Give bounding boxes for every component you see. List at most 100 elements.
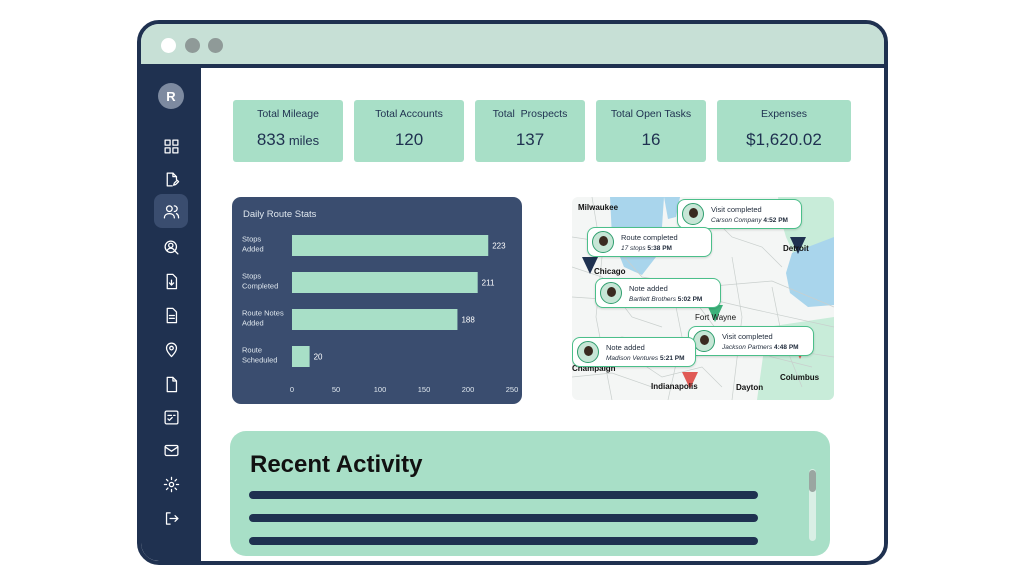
lake-erie — [786, 237, 834, 307]
sidebar: R — [141, 68, 201, 561]
x-tick-label: 200 — [462, 385, 475, 394]
app-window: R — [137, 20, 888, 565]
event-company: Jackson Partners — [722, 344, 773, 351]
sidebar-item-dashboard[interactable] — [158, 133, 184, 159]
avatar[interactable]: R — [158, 83, 184, 109]
city-label: Fort Wayne — [695, 313, 737, 322]
stat-card-open-tasks[interactable]: Total Open Tasks 16 — [596, 100, 706, 162]
stat-value: 16 — [641, 130, 661, 149]
sidebar-item-users[interactable] — [154, 194, 188, 228]
window-maximize-dot[interactable] — [208, 38, 223, 53]
main-content: Total Mileage 833 miles Total Accounts 1… — [201, 68, 884, 561]
stat-label: Expenses — [760, 108, 808, 120]
category-label: Completed — [242, 282, 278, 291]
sidebar-item-checklist[interactable] — [158, 404, 184, 430]
scrollbar-track[interactable] — [809, 469, 816, 541]
event-bubble[interactable]: Visit completed Carson Company 4:52 PM — [677, 199, 802, 229]
mail-icon — [163, 444, 179, 456]
scrollbar-thumb[interactable] — [809, 470, 816, 492]
stat-value: 137 — [515, 130, 545, 149]
city-label: Indianapolis — [651, 382, 698, 391]
dashboard-icon — [163, 138, 179, 154]
city-label: Champaign — [572, 364, 616, 373]
pin-detroit — [790, 237, 806, 254]
location-pin-icon — [165, 342, 177, 357]
sidebar-item-location[interactable] — [158, 336, 184, 362]
sidebar-item-download-file[interactable] — [158, 268, 184, 294]
event-company: Carson Company — [711, 217, 762, 224]
activity-row-placeholder[interactable] — [249, 491, 758, 499]
category-label: Route — [242, 346, 262, 355]
sidebar-item-search-user[interactable] — [158, 234, 184, 260]
recent-activity-panel: Recent Activity — [230, 431, 830, 556]
event-bubble[interactable]: Route completed 17 stops 5:38 PM — [587, 227, 712, 257]
data-label: 223 — [492, 242, 506, 251]
sidebar-item-settings[interactable] — [158, 471, 184, 497]
event-bubble[interactable]: Note added Madison Ventures 5:21 PM — [572, 337, 696, 367]
sidebar-item-mail[interactable] — [158, 437, 184, 463]
pin-chicago — [582, 257, 598, 274]
sidebar-item-document[interactable] — [158, 302, 184, 328]
event-company: 17 stops — [621, 245, 646, 252]
bar[interactable] — [292, 235, 489, 256]
event-detail: Carson Company 4:52 PM — [711, 217, 801, 224]
stat-value: 833 miles — [233, 130, 343, 150]
bar[interactable] — [292, 346, 310, 367]
pin-fort-wayne — [707, 305, 723, 322]
category-label: Stops — [242, 235, 261, 244]
window-close-dot[interactable] — [161, 38, 176, 53]
event-time: 4:48 PM — [774, 344, 799, 351]
city-label: Columbus — [780, 373, 820, 382]
event-detail: 17 stops 5:38 PM — [621, 245, 711, 252]
sidebar-item-logout[interactable] — [158, 505, 184, 531]
event-time: 5:21 PM — [659, 355, 685, 362]
chart-title: Daily Route Stats — [243, 209, 317, 220]
category-label: Stops — [242, 272, 261, 281]
x-tick-label: 100 — [374, 385, 387, 394]
x-tick-label: 250 — [506, 385, 519, 394]
file-icon — [166, 376, 177, 392]
lake-fragment — [664, 197, 680, 219]
stat-label: Total Prospects — [492, 108, 568, 120]
stat-label: Total Mileage — [257, 108, 319, 120]
pin-indianapolis — [682, 372, 698, 389]
user-avatar — [693, 330, 715, 352]
activity-row-placeholder[interactable] — [249, 514, 758, 522]
sidebar-item-edit-document[interactable] — [158, 166, 184, 192]
route-map[interactable]: Milwaukee Chicago Detroit Fort Wayne Cha… — [572, 197, 834, 400]
x-tick-label: 150 — [418, 385, 431, 394]
stat-card-expenses[interactable]: Expenses $1,620.02 — [717, 100, 851, 162]
event-time: 5:38 PM — [647, 245, 672, 252]
avatar-letter: R — [166, 88, 176, 104]
edit-document-icon — [166, 171, 179, 187]
users-icon — [163, 204, 179, 219]
event-detail: Madison Ventures 5:21 PM — [606, 355, 695, 362]
download-file-icon — [166, 273, 177, 289]
event-time: 4:52 PM — [763, 217, 788, 224]
checklist-icon — [163, 409, 179, 425]
event-company: Bartlett Brothers — [629, 296, 676, 303]
sidebar-item-file[interactable] — [158, 371, 184, 397]
activity-row-placeholder[interactable] — [249, 537, 758, 545]
bar[interactable] — [292, 272, 478, 293]
search-user-icon — [163, 239, 179, 255]
city-label: Dayton — [736, 383, 764, 392]
window-minimize-dot[interactable] — [185, 38, 200, 53]
stat-card-accounts[interactable]: Total Accounts 120 — [354, 100, 464, 162]
event-detail: Jackson Partners 4:48 PM — [722, 344, 813, 351]
category-label: Scheduled — [242, 356, 277, 365]
stat-number: 833 — [256, 130, 286, 149]
event-bubble[interactable]: Note added Bartlett Brothers 5:02 PM — [595, 278, 721, 308]
stat-card-prospects[interactable]: Total Prospects 137 — [475, 100, 585, 162]
x-tick-label: 50 — [332, 385, 340, 394]
stat-label: Total Open Tasks — [610, 108, 692, 120]
event-title: Note added — [606, 343, 645, 352]
city-label: Chicago — [594, 267, 626, 276]
event-title: Note added — [629, 284, 668, 293]
stat-card-mileage[interactable]: Total Mileage 833 miles — [233, 100, 343, 162]
event-bubble[interactable]: Visit completed Jackson Partners 4:48 PM — [688, 326, 814, 356]
user-avatar — [682, 203, 704, 225]
bar[interactable] — [292, 309, 458, 330]
user-avatar — [600, 282, 622, 304]
